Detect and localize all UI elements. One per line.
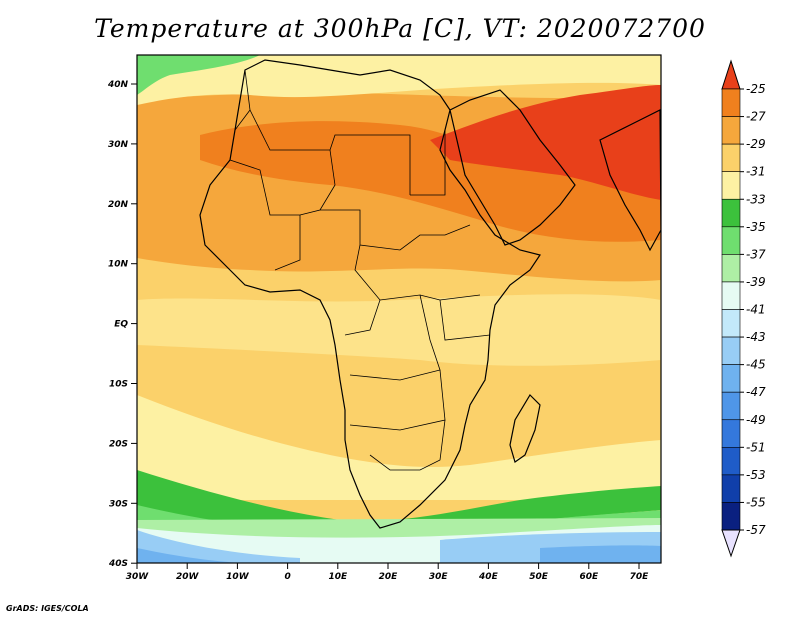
lon-tick-label: 60E <box>579 572 599 582</box>
colorbar-swatch <box>721 198 741 228</box>
plot-frame <box>136 54 662 564</box>
colorbar-swatch <box>721 364 741 393</box>
lon-tick-label: 20E <box>379 572 399 582</box>
colorbar-label: -55 <box>746 495 766 509</box>
lon-tick-label: 0 <box>284 572 290 582</box>
lat-tick-label: 20N <box>108 200 129 210</box>
lon-tick-label: 20W <box>176 572 200 582</box>
plot-title: Temperature at 300hPa [C], VT: 202007270… <box>94 14 706 43</box>
colorbar-swatch <box>721 502 741 531</box>
lon-tick-label: 70E <box>630 572 650 582</box>
colorbar-swatch <box>721 281 741 310</box>
colorbar-label: -37 <box>746 247 766 261</box>
lat-tick-label: 10S <box>109 380 128 390</box>
colorbar-label: -29 <box>746 137 766 151</box>
coastline <box>199 59 541 529</box>
colorbar-swatch <box>721 447 741 476</box>
lon-tick-label: 50E <box>529 572 549 582</box>
colorbar-label: -43 <box>746 330 766 344</box>
colorbar-label: -47 <box>746 385 766 399</box>
colorbar-swatch <box>721 254 741 283</box>
colorbar-swatch <box>721 391 741 421</box>
colorbar-label: -41 <box>746 303 766 317</box>
lat-tick-label: 30N <box>108 140 129 150</box>
colorbar-swatch <box>721 419 741 448</box>
colorbar-label: -35 <box>746 220 766 234</box>
lat-tick-label: 10N <box>108 260 129 270</box>
lat-tick-label: 20S <box>109 439 128 449</box>
longitude-axis: 30W 20W 10W 0 10E 20E 30E 40E 50E 60E 70E <box>126 563 649 582</box>
colorbar-swatch <box>721 143 741 172</box>
latitude-axis: 40N 30N 20N 10N EQ 10S 20S 30S 40S <box>107 80 137 569</box>
colorbar-label: -49 <box>746 413 766 427</box>
coastline-india <box>599 109 661 252</box>
colorbar-label: -27 <box>746 110 766 124</box>
colorbar-label: -57 <box>746 523 766 537</box>
colorbar-label: -33 <box>746 192 766 206</box>
colorbar-swatch <box>721 474 741 503</box>
colorbar-label: -31 <box>746 165 766 179</box>
colorbar: -25 -27 -29 -31 -33 -35 -37 -39 -41 -43 -45 -47 -49 -… <box>721 59 766 558</box>
colorbar-bottom-arrow <box>721 529 741 558</box>
lat-tick-label: 40S <box>108 559 128 569</box>
colorbar-swatch <box>721 226 741 255</box>
lon-tick-label: 30W <box>126 572 150 582</box>
country-borders <box>229 69 491 471</box>
temperature-field <box>137 55 661 563</box>
colorbar-swatch <box>721 88 741 117</box>
lon-tick-label: 10E <box>328 572 348 582</box>
lon-tick-label: 40E <box>478 572 499 582</box>
lon-tick-label: 10W <box>226 572 250 582</box>
colorbar-swatch <box>721 171 741 200</box>
colorbar-swatch <box>721 309 741 338</box>
lat-tick-label: 30S <box>109 499 128 509</box>
colorbar-swatch <box>721 336 741 365</box>
lat-tick-label: 40N <box>107 80 129 90</box>
lat-tick-label: EQ <box>114 320 128 330</box>
colorbar-label: -39 <box>746 275 766 289</box>
colorbar-label: -53 <box>746 468 766 482</box>
credit-text: GrADS: IGES/COLA <box>6 604 89 613</box>
colorbar-top-arrow <box>721 59 741 90</box>
colorbar-label: -45 <box>746 358 766 372</box>
coastline-madagascar <box>509 394 541 463</box>
colorbar-label: -51 <box>746 440 766 454</box>
colorbar-swatch <box>721 116 741 145</box>
coastline-arabia <box>449 89 576 246</box>
lon-tick-label: 30E <box>429 572 449 582</box>
colorbar-label: -25 <box>746 82 766 96</box>
